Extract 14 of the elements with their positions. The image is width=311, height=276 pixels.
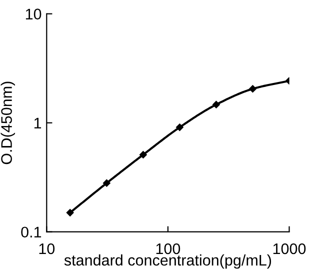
x-axis-title: standard concentration(pg/mL) bbox=[64, 254, 272, 269]
point bbox=[140, 151, 147, 158]
y-tick-label: 10 bbox=[26, 8, 42, 20]
point bbox=[66, 209, 74, 216]
point bbox=[212, 100, 220, 108]
y-axis-title: O.D(450nm) bbox=[0, 82, 15, 164]
x-tick-label: 100 bbox=[156, 243, 180, 254]
point bbox=[176, 124, 184, 131]
point bbox=[249, 85, 256, 92]
x-tick-label: 1000 bbox=[273, 243, 306, 254]
y-tick-label: 1 bbox=[34, 118, 42, 128]
point bbox=[103, 179, 110, 187]
y-tick-label: 0.1 bbox=[21, 226, 42, 238]
x-tick-label: 10 bbox=[39, 243, 55, 254]
